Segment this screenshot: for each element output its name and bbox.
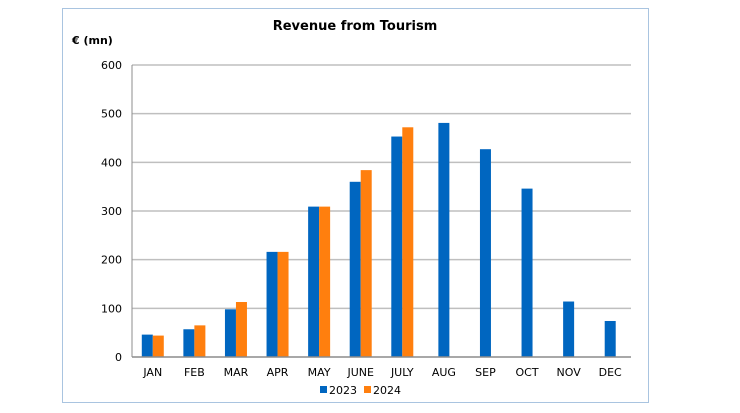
y-tick-label: 300 <box>101 205 122 218</box>
bar-2024-june <box>360 170 372 357</box>
legend-label: 2023 <box>329 384 357 397</box>
y-tick-label: 600 <box>101 59 122 72</box>
y-tick-label: 400 <box>101 156 122 169</box>
bar-2024-jan <box>152 335 164 357</box>
bar-2024-apr <box>277 251 289 357</box>
bar-2023-may <box>308 206 320 357</box>
y-tick-label: 0 <box>115 351 122 364</box>
bar-2023-mar <box>224 309 236 357</box>
bar-2023-oct <box>521 188 533 357</box>
bar-2023-july <box>391 136 403 357</box>
bar-2024-july <box>402 127 414 357</box>
x-tick-label: MAY <box>308 366 331 379</box>
bar-2024-mar <box>235 302 247 357</box>
bar-2023-feb <box>183 329 195 357</box>
bar-2023-sep <box>479 149 491 357</box>
bar-2023-dec <box>604 320 616 357</box>
chart-title: Revenue from Tourism <box>273 19 438 34</box>
bar-2023-nov <box>563 301 575 357</box>
bar-2024-feb <box>194 325 206 357</box>
x-tick-label: DEC <box>599 366 622 379</box>
y-tick-label: 500 <box>101 108 122 121</box>
x-tick-label: NOV <box>557 366 582 379</box>
x-tick-label: OCT <box>516 366 539 379</box>
x-tick-label: APR <box>267 366 289 379</box>
x-tick-label: JUNE <box>346 366 374 379</box>
y-tick-label: 200 <box>101 254 122 267</box>
x-tick-label: JAN <box>142 366 162 379</box>
bar-2023-apr <box>266 251 278 357</box>
x-tick-label: JULY <box>390 366 414 379</box>
legend-label: 2024 <box>373 384 401 397</box>
y-tick-label: 100 <box>101 302 122 315</box>
legend-swatch-2024 <box>364 386 371 393</box>
bar-2024-may <box>319 206 331 357</box>
bar-2023-aug <box>438 122 450 357</box>
y-axis-label: € (mn) <box>71 34 113 47</box>
x-tick-label: SEP <box>475 366 496 379</box>
bar-2023-june <box>349 181 361 357</box>
legend-swatch-2023 <box>320 386 327 393</box>
bar-2023-jan <box>141 334 153 357</box>
x-tick-label: MAR <box>224 366 249 379</box>
x-tick-label: FEB <box>184 366 205 379</box>
x-tick-label: AUG <box>432 366 456 379</box>
